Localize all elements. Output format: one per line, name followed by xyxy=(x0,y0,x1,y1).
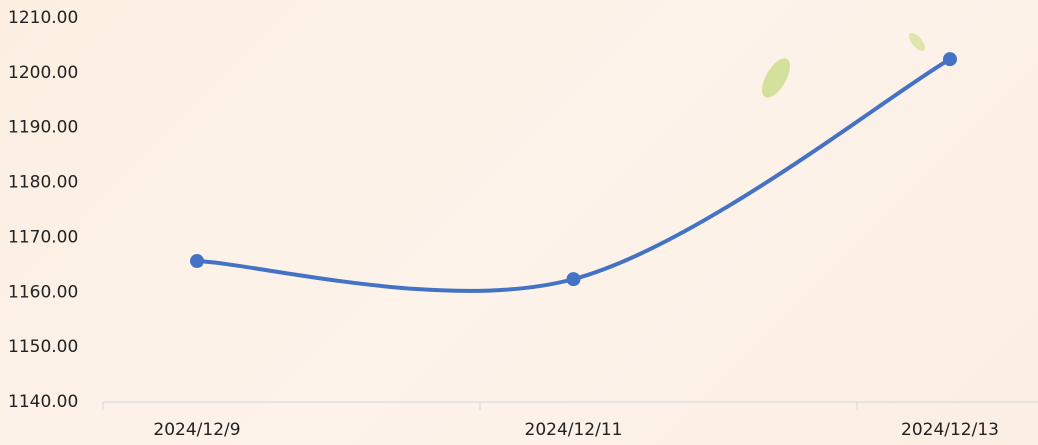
y-tick-label: 1140.00 xyxy=(8,392,78,412)
point xyxy=(190,254,204,268)
chart: 1140.00 1150.00 1160.00 1170.00 1180.00 1190.… xyxy=(0,0,1038,445)
y-tick-label: 1180.00 xyxy=(8,173,78,193)
y-tick-label: 1190.00 xyxy=(8,118,78,138)
x-tick-label: 2024/12/11 xyxy=(525,420,623,440)
line xyxy=(197,59,950,291)
point xyxy=(567,272,581,286)
y-tick-label: 1210.00 xyxy=(8,8,78,28)
point xyxy=(943,52,957,66)
y-tick-label: 1200.00 xyxy=(8,63,78,83)
y-tick-label: 1150.00 xyxy=(8,337,78,357)
x-tick-label: 2024/12/13 xyxy=(901,420,999,440)
x-tick-label: 2024/12/9 xyxy=(153,420,240,440)
y-tick-label: 1170.00 xyxy=(8,227,78,247)
page: {"chart_data": {"type": "line", "categor… xyxy=(0,0,1038,445)
y-tick-label: 1160.00 xyxy=(8,282,78,302)
